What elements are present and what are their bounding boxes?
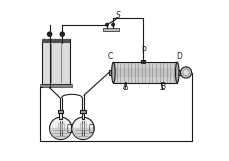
FancyBboxPatch shape (83, 123, 86, 130)
FancyBboxPatch shape (58, 109, 63, 113)
FancyBboxPatch shape (141, 60, 145, 63)
Polygon shape (50, 128, 71, 138)
FancyBboxPatch shape (61, 123, 64, 130)
Text: S: S (116, 11, 121, 20)
Text: 乙: 乙 (88, 125, 93, 134)
FancyBboxPatch shape (103, 28, 118, 31)
FancyBboxPatch shape (177, 70, 181, 75)
Text: B: B (160, 82, 165, 90)
FancyBboxPatch shape (109, 70, 113, 75)
Circle shape (72, 117, 94, 140)
FancyBboxPatch shape (41, 39, 70, 84)
FancyBboxPatch shape (59, 113, 62, 119)
Text: 甲: 甲 (66, 125, 72, 134)
FancyBboxPatch shape (113, 62, 177, 83)
FancyBboxPatch shape (40, 84, 71, 87)
Circle shape (182, 69, 188, 76)
Circle shape (180, 67, 191, 78)
FancyBboxPatch shape (41, 39, 70, 43)
Circle shape (60, 32, 64, 36)
Circle shape (47, 32, 52, 36)
Ellipse shape (175, 62, 178, 83)
FancyBboxPatch shape (80, 109, 85, 113)
FancyBboxPatch shape (79, 123, 82, 130)
Polygon shape (73, 128, 93, 138)
Circle shape (111, 23, 114, 26)
FancyBboxPatch shape (82, 113, 84, 119)
Circle shape (49, 117, 72, 140)
Text: D: D (175, 52, 181, 61)
Circle shape (105, 23, 108, 26)
Text: P: P (140, 46, 145, 55)
Text: A: A (122, 82, 128, 90)
Text: C: C (107, 52, 112, 61)
FancyBboxPatch shape (57, 123, 60, 130)
FancyBboxPatch shape (114, 68, 176, 77)
Ellipse shape (111, 62, 115, 83)
